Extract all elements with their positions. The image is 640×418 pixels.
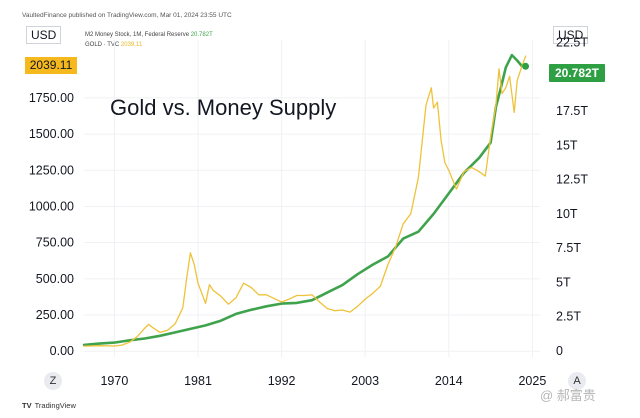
m2-price-tag: 20.782T [549, 64, 605, 82]
legend-gold: GOLD · TVC 2039.11 [85, 40, 213, 50]
right-tick-label: 0 [556, 344, 563, 358]
auto-scale-button[interactable]: A [568, 372, 586, 390]
x-tick-label: 1992 [268, 374, 296, 388]
legend-m2-value: 20.782T [190, 32, 213, 38]
right-tick-label: 17.5T [556, 104, 588, 118]
left-tick-label: 500.00 [36, 272, 74, 286]
legend-m2-name: M2 Money Stock, 1M, Federal Reserve [85, 32, 190, 38]
chart-title: Gold vs. Money Supply [110, 95, 337, 120]
legend-gold-name: GOLD · TVC [85, 42, 120, 48]
left-tick-label: 0.00 [50, 344, 74, 358]
right-tick-label: 5T [556, 275, 571, 289]
m2-last-point [522, 62, 530, 70]
tradingview-logo-icon: TV [22, 401, 32, 410]
x-tick-label: 2003 [351, 374, 379, 388]
x-tick-label: 1981 [184, 374, 212, 388]
left-tick-label: 250.00 [36, 308, 74, 322]
right-currency-label[interactable]: USD [553, 26, 589, 44]
left-tick-label: 1750.00 [29, 91, 74, 105]
left-axis: 0.00 250.00 500.00 750.00 1000.00 1250.00 1500… [29, 91, 74, 358]
watermark: @ 郝富贵 [540, 388, 596, 403]
legend-gold-value: 2039.11 [120, 42, 143, 48]
right-tick-label: 12.5T [556, 173, 588, 187]
x-axis: 1970 1981 1992 2003 2014 2025 [100, 374, 546, 388]
gold-price-line [83, 55, 527, 347]
right-tick-label: 22.5T [556, 36, 588, 50]
left-currency-label[interactable]: USD [26, 26, 62, 44]
gold-price-tag: 2039.11 [25, 57, 77, 74]
right-tick-label: 2.5T [556, 310, 581, 324]
left-tick-label: 1250.00 [29, 163, 74, 177]
series-lines [82, 53, 530, 347]
x-tick-label: 2014 [435, 374, 463, 388]
left-tick-label: 1500.00 [29, 127, 74, 141]
legend-m2: M2 Money Stock, 1M, Federal Reserve 20.7… [85, 30, 213, 40]
x-tick-label: 2025 [518, 374, 546, 388]
publisher-line: VaultedFinance published on TradingView.… [22, 12, 232, 19]
grid [84, 40, 540, 357]
tradingview-footer: TV TradingView [22, 401, 76, 410]
m2-money-stock-line [82, 53, 527, 347]
right-tick-label: 7.5T [556, 241, 581, 255]
right-tick-label: 15T [556, 138, 578, 152]
right-tick-label: 10T [556, 207, 578, 221]
left-tick-label: 750.00 [36, 236, 74, 250]
x-tick-label: 1970 [100, 374, 128, 388]
zoom-button[interactable]: Z [44, 372, 62, 390]
tradingview-brand: TradingView [34, 401, 76, 410]
legend: M2 Money Stock, 1M, Federal Reserve 20.7… [85, 30, 213, 50]
left-tick-label: 1000.00 [29, 199, 74, 213]
